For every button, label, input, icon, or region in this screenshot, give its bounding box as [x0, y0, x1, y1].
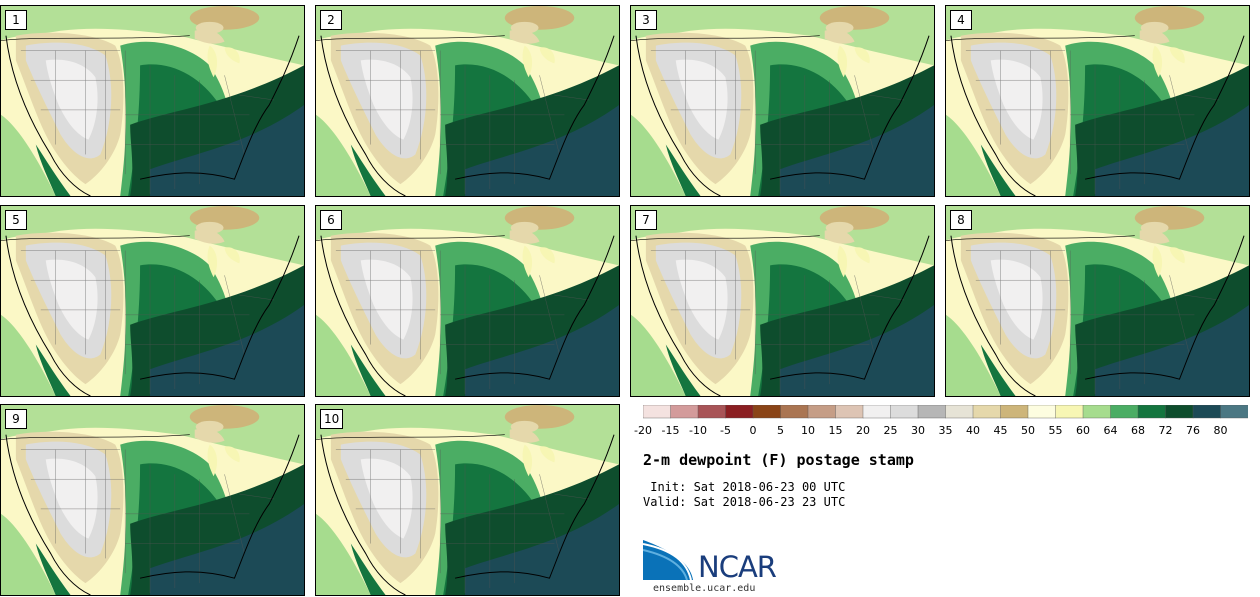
valid-time: Valid: Sat 2018-06-23 23 UTC: [643, 495, 846, 509]
legend-tick-label: 80: [1213, 424, 1228, 437]
legend-swatch: [945, 405, 974, 419]
map-panel: 10: [315, 404, 620, 596]
panel-number-label: 2: [320, 10, 342, 30]
panel-number-label: 1: [5, 10, 27, 30]
ncar-logo-text: NCAR: [698, 550, 777, 584]
color-legend: [643, 405, 1248, 419]
panel-number-label: 7: [635, 210, 657, 230]
legend-swatch: [835, 405, 864, 419]
legend-swatch: [972, 405, 1001, 419]
panel-number-label: 4: [950, 10, 972, 30]
panel-number-label: 10: [320, 409, 344, 429]
legend-swatch: [1110, 405, 1139, 419]
map-panel: 6: [315, 205, 620, 397]
map-panel: 1: [0, 5, 305, 197]
legend-tick-label: 0: [749, 424, 757, 437]
panel-number-label: 6: [320, 210, 342, 230]
legend-swatch: [1082, 405, 1111, 419]
legend-tick-label: -10: [689, 424, 707, 437]
legend-tick-label: -5: [720, 424, 731, 437]
legend-tick-label: 25: [883, 424, 898, 437]
legend-tick-label: 60: [1076, 424, 1090, 437]
legend-tick-label: -20: [634, 424, 652, 437]
legend-tick-label: 50: [1021, 424, 1035, 437]
map-panel: 2: [315, 5, 620, 197]
legend-tick-label: 10: [801, 424, 815, 437]
legend-tick-label: 40: [966, 424, 980, 437]
legend-swatch: [890, 405, 919, 419]
map-panel: 3: [630, 5, 935, 197]
legend-swatch: [725, 405, 754, 419]
legend-swatch: [1027, 405, 1056, 419]
legend-swatch: [1220, 405, 1248, 419]
legend-swatch: [1000, 405, 1029, 419]
legend-swatch: [1192, 405, 1221, 419]
legend-swatch: [1165, 405, 1194, 419]
legend-swatch: [807, 405, 836, 419]
legend-swatch: [780, 405, 809, 419]
legend-tick-label: 55: [1048, 424, 1063, 437]
legend-tick-label: 30: [911, 424, 925, 437]
legend-tick-label: 5: [777, 424, 784, 437]
map-panel: 9: [0, 404, 305, 596]
legend-swatch: [862, 405, 891, 419]
map-panel: 7: [630, 205, 935, 397]
legend-tick-label: 64: [1103, 424, 1118, 437]
legend-swatch: [670, 405, 699, 419]
panel-number-label: 8: [950, 210, 972, 230]
init-time: Init: Sat 2018-06-23 00 UTC: [643, 480, 846, 494]
ncar-logo: [643, 540, 693, 581]
site-url: ensemble.ucar.edu: [653, 583, 756, 594]
panel-number-label: 5: [5, 210, 27, 230]
legend-tick-label: 68: [1131, 424, 1145, 437]
legend-tick-label: 45: [993, 424, 1008, 437]
panel-number-label: 3: [635, 10, 657, 30]
legend-swatch: [752, 405, 781, 419]
map-panel: 5: [0, 205, 305, 397]
panel-number-label: 9: [5, 409, 27, 429]
legend-tick-label: 20: [856, 424, 870, 437]
legend-tick-label: 15: [828, 424, 843, 437]
legend-swatch: [697, 405, 726, 419]
legend-swatch: [1137, 405, 1166, 419]
legend-tick-label: 35: [938, 424, 953, 437]
legend-tick-label: -15: [661, 424, 680, 437]
map-panel: 4: [945, 5, 1250, 197]
legend-swatch: [643, 405, 671, 419]
legend-tick-label: 76: [1186, 424, 1200, 437]
map-panel: 8: [945, 205, 1250, 397]
legend-swatch: [1055, 405, 1084, 419]
legend-tick-label: 72: [1158, 424, 1173, 437]
product-title: 2-m dewpoint (F) postage stamp: [643, 451, 914, 469]
legend-swatch: [917, 405, 946, 419]
